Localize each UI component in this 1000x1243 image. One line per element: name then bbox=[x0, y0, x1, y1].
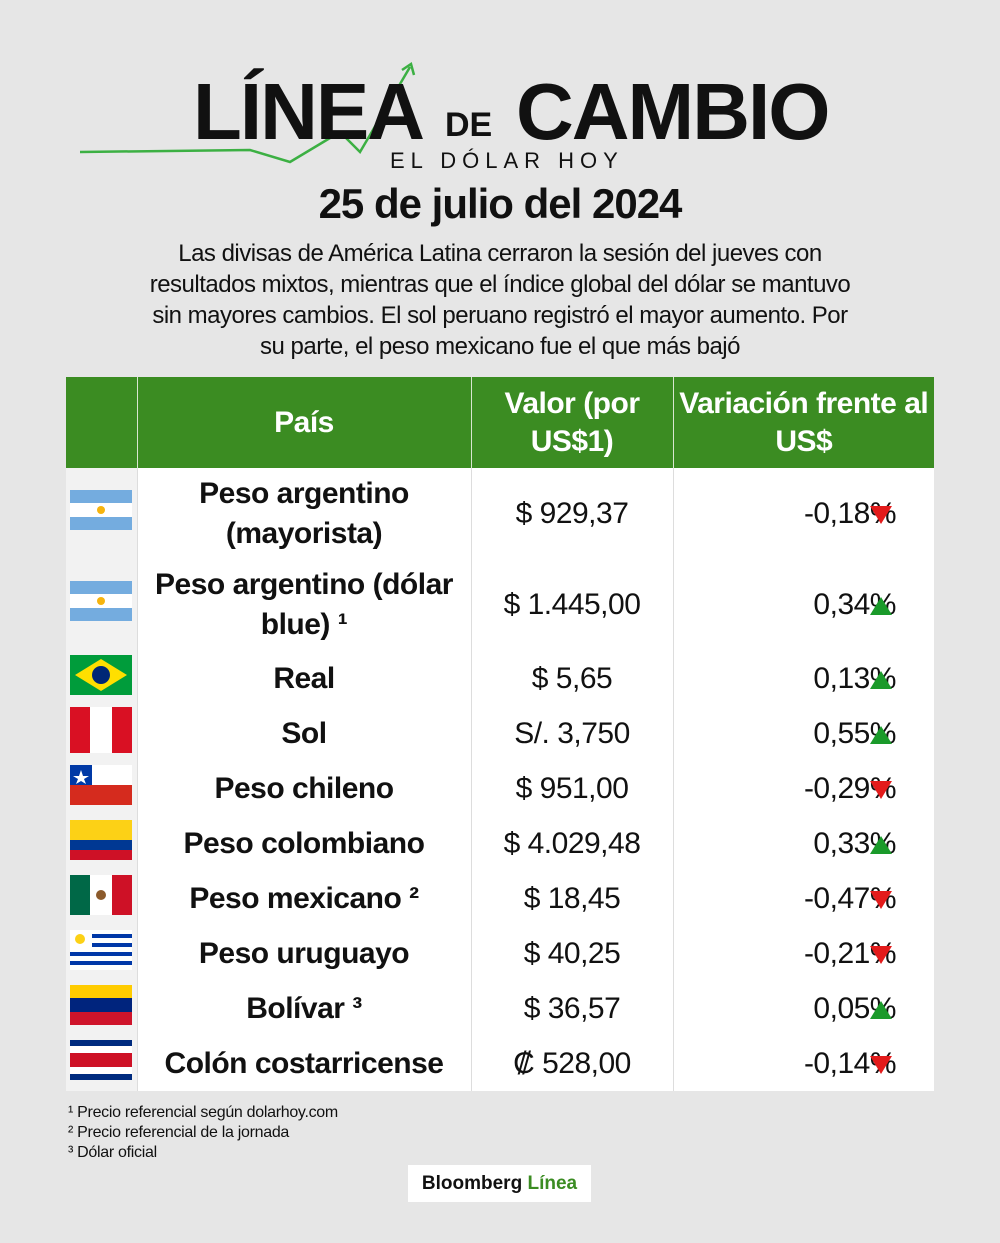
variation: 0,13% bbox=[672, 651, 934, 706]
table-row: Real $ 5,65 0,13% bbox=[66, 651, 934, 706]
cell-text: S/. 3,750 bbox=[514, 716, 630, 750]
rate-value: $ 4.029,48 bbox=[470, 816, 673, 871]
rate-value: $ 5,65 bbox=[470, 651, 673, 706]
footnotes: ¹ Precio referencial según dolarhoy.com … bbox=[68, 1103, 338, 1163]
currency-name: Peso chileno bbox=[136, 761, 471, 816]
flag bbox=[66, 926, 137, 981]
cell-text: $ 1.445,00 bbox=[503, 588, 641, 621]
currency-name: Real bbox=[136, 651, 471, 706]
cell-text: $ 5,65 bbox=[531, 661, 613, 695]
flag bbox=[66, 559, 137, 651]
header-cell: Variación frente al US$ bbox=[672, 377, 934, 468]
rate-value: $ 1.445,00 bbox=[470, 559, 673, 651]
cell-text: $ 40,25 bbox=[523, 936, 621, 970]
variation: 0,55% bbox=[672, 706, 934, 761]
currency-name: Peso argentino (mayorista) bbox=[136, 468, 471, 559]
header-cell: País bbox=[136, 377, 471, 468]
footnote: ³ Dólar oficial bbox=[68, 1144, 157, 1161]
currency-name: Bolívar ³ bbox=[136, 981, 471, 1036]
cell-text: Peso argentino (mayorista) bbox=[199, 476, 409, 550]
header-row: País Valor (por US$1) Variación frente a… bbox=[66, 377, 934, 468]
variation: 0,34% bbox=[672, 559, 934, 651]
cell-text: Real bbox=[273, 661, 335, 695]
logo-word: CAMBIO bbox=[516, 67, 830, 156]
flag bbox=[66, 468, 137, 559]
table-row: Peso argentino (mayorista) $ 929,37 -0,18% bbox=[66, 468, 934, 559]
cell-text: $ 951,00 bbox=[515, 771, 629, 805]
cell-text: ₡ 528,00 bbox=[513, 1046, 631, 1080]
table-row: Peso uruguayo $ 40,25 -0,21% bbox=[66, 926, 934, 981]
flag bbox=[66, 816, 137, 871]
flag bbox=[66, 651, 137, 706]
cell-text: Peso chileno bbox=[214, 771, 394, 805]
rate-value: $ 929,37 bbox=[470, 468, 673, 559]
variation: 0,05% bbox=[672, 981, 934, 1036]
cell-text: Colón costarricense bbox=[164, 1046, 444, 1080]
flag bbox=[66, 981, 137, 1036]
rates-table: País Valor (por US$1) Variación frente a… bbox=[66, 377, 934, 1091]
flag bbox=[66, 761, 137, 816]
rate-value: $ 18,45 bbox=[470, 871, 673, 926]
flag bbox=[66, 706, 137, 761]
logo-word: LÍNEA bbox=[193, 67, 425, 156]
table-row: Peso colombiano $ 4.029,48 0,33% bbox=[66, 816, 934, 871]
date: 25 de julio del 2024 bbox=[318, 180, 683, 227]
cell-text: Peso argentino (dólar blue) ¹ bbox=[155, 568, 453, 641]
table-row: Peso chileno $ 951,00 -0,29% bbox=[66, 761, 934, 816]
rate-value: ₡ 528,00 bbox=[470, 1036, 673, 1091]
cell-text: $ 36,57 bbox=[523, 991, 621, 1025]
cell-text: Bolívar ³ bbox=[246, 991, 362, 1025]
variation: -0,18% bbox=[672, 468, 934, 559]
cell-text: $ 929,37 bbox=[515, 496, 629, 530]
flag bbox=[66, 871, 137, 926]
cell-text: Peso mexicano ² bbox=[189, 881, 419, 915]
currency-name: Peso argentino (dólar blue) ¹ bbox=[136, 559, 471, 651]
cell-text: $ 18,45 bbox=[523, 881, 621, 915]
currency-name: Peso uruguayo bbox=[136, 926, 471, 981]
table-row: Sol S/. 3,750 0,55% bbox=[66, 706, 934, 761]
table-row: Bolívar ³ $ 36,57 0,05% bbox=[66, 981, 934, 1036]
brand-name: Bloomberg bbox=[421, 1173, 523, 1194]
rate-value: $ 40,25 bbox=[470, 926, 673, 981]
variation: -0,47% bbox=[672, 871, 934, 926]
logo-line bbox=[79, 62, 416, 164]
footnote: ² Precio referencial de la jornada bbox=[68, 1124, 290, 1141]
logo: LÍNEA DE CAMBIO EL DÓLAR HOY bbox=[0, 62, 1000, 182]
flag bbox=[66, 1036, 137, 1091]
header-cell bbox=[66, 377, 137, 468]
table-row: Peso mexicano ² $ 18,45 -0,47% bbox=[66, 871, 934, 926]
cell-text: Peso colombiano bbox=[183, 826, 425, 860]
rate-value: $ 951,00 bbox=[470, 761, 673, 816]
rate-value: $ 36,57 bbox=[470, 981, 673, 1036]
cell-text: Peso uruguayo bbox=[198, 936, 410, 970]
variation: -0,21% bbox=[672, 926, 934, 981]
variation: -0,29% bbox=[672, 761, 934, 816]
table-row: Peso argentino (dólar blue) ¹ $ 1.445,00 0… bbox=[66, 559, 934, 651]
cell-text: $ 4.029,48 bbox=[503, 826, 641, 860]
logo-word: DE bbox=[445, 106, 493, 144]
variation: 0,33% bbox=[672, 816, 934, 871]
currency-name: Peso colombiano bbox=[136, 816, 471, 871]
cell-text: Sol bbox=[281, 716, 327, 750]
table-row: Colón costarricense ₡ 528,00 -0,14% bbox=[66, 1036, 934, 1091]
intro: Las divisas de América Latina cerraron l… bbox=[149, 240, 851, 360]
rate-value: S/. 3,750 bbox=[470, 706, 673, 761]
brand: Bloomberg Línea bbox=[408, 1165, 591, 1202]
logo-subtitle: EL DÓLAR HOY bbox=[390, 148, 624, 173]
header-cell: Valor (por US$1) bbox=[470, 377, 673, 468]
footnote: ¹ Precio referencial según dolarhoy.com bbox=[68, 1104, 338, 1121]
currency-name: Colón costarricense bbox=[136, 1036, 471, 1091]
brand-name: Línea bbox=[527, 1173, 578, 1194]
currency-name: Peso mexicano ² bbox=[136, 871, 471, 926]
variation: -0,14% bbox=[672, 1036, 934, 1091]
currency-name: Sol bbox=[136, 706, 471, 761]
